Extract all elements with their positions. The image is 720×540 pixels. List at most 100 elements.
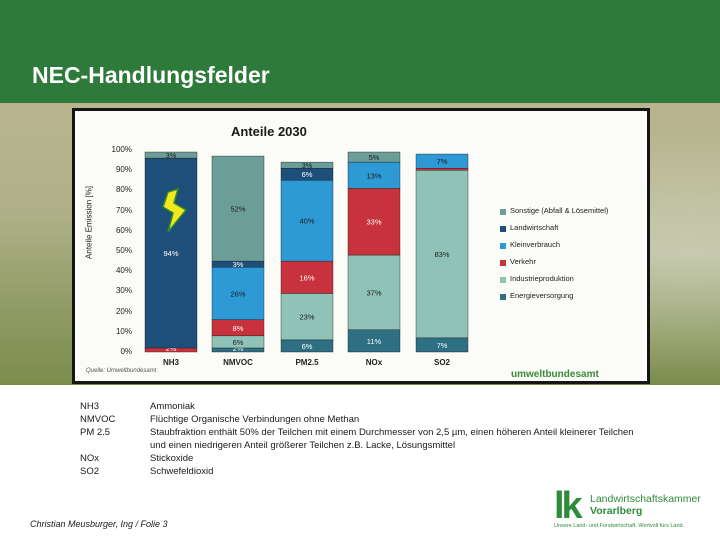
legend-label: Industrieproduktion bbox=[510, 274, 574, 283]
data-label: 5% bbox=[369, 153, 380, 162]
bar-segment bbox=[211, 266, 265, 320]
logo-name: Landwirtschaftskammer Vorarlberg bbox=[590, 493, 720, 517]
data-label: 3% bbox=[166, 151, 177, 160]
x-category-label: NMVOC bbox=[223, 358, 253, 367]
legend-item: Energieversorgung bbox=[500, 290, 640, 307]
bar-segment bbox=[415, 167, 469, 171]
bar-segment bbox=[347, 161, 401, 189]
logo-name-line2: Vorarlberg bbox=[590, 505, 643, 517]
data-label: 8% bbox=[233, 324, 244, 333]
data-label: 6% bbox=[302, 170, 313, 179]
data-label: 26% bbox=[230, 289, 245, 298]
data-label: 23% bbox=[299, 313, 314, 322]
y-tick-label: 100% bbox=[111, 145, 132, 154]
y-tick-label: 90% bbox=[115, 165, 132, 175]
y-tick-label: 0% bbox=[120, 347, 132, 356]
definition-text: Stickoxide bbox=[150, 453, 194, 464]
logo-mark: lk bbox=[554, 485, 583, 527]
data-label: 33% bbox=[366, 218, 381, 227]
data-label: 3% bbox=[302, 161, 313, 170]
legend-label: Kleinverbrauch bbox=[510, 240, 561, 249]
definition-abbreviation: SO2 bbox=[80, 466, 100, 477]
data-label: 37% bbox=[366, 288, 381, 297]
bar-segment bbox=[280, 293, 334, 341]
lightning-icon bbox=[162, 187, 188, 233]
bar-segment bbox=[347, 254, 401, 330]
legend-label: Energieversorgung bbox=[510, 291, 574, 300]
logo-name-line1: Landwirtschaftskammer bbox=[590, 493, 701, 505]
legend-item: Verkehr bbox=[500, 256, 640, 273]
bar-segment bbox=[280, 260, 334, 294]
logo-slogan: Unsere Land- und Forstwirtschaft. Wertvo… bbox=[554, 523, 685, 529]
data-label: 2% bbox=[233, 344, 244, 353]
data-label: 7% bbox=[437, 341, 448, 350]
data-label: 3% bbox=[233, 260, 244, 269]
data-label: 83% bbox=[434, 250, 449, 259]
lk-logo: lk Landwirtschaftskammer Vorarlberg Unse… bbox=[554, 485, 720, 535]
definition-abbreviation: NOx bbox=[80, 453, 99, 464]
y-tick-label: 40% bbox=[115, 266, 132, 276]
definition-row: PM 2.5 Staubfraktion enthält 50% der Teil… bbox=[80, 426, 640, 452]
legend-item: Sonstige (Abfall & Lösemittel) bbox=[500, 205, 640, 222]
slide-title: NEC-Handlungsfelder bbox=[32, 62, 270, 88]
x-category-label: SO2 bbox=[433, 358, 450, 367]
data-label: 13% bbox=[366, 171, 381, 180]
bar-segment bbox=[280, 161, 334, 169]
abbreviation-list: NH3 Ammoniak NMVOC Flüchtige Organische Ver… bbox=[80, 400, 640, 478]
legend-swatch bbox=[500, 226, 506, 232]
definition-text: Flüchtige Organische Verbindungen ohne M… bbox=[150, 414, 360, 425]
data-label: 7% bbox=[437, 157, 448, 166]
bar-segment bbox=[347, 151, 401, 163]
legend-swatch bbox=[500, 294, 506, 300]
chart-legend: Sonstige (Abfall & Lösemittel) Landwirtsc… bbox=[500, 205, 640, 307]
legend-swatch bbox=[500, 243, 506, 249]
y-tick-label: 30% bbox=[115, 286, 132, 296]
legend-swatch bbox=[500, 277, 506, 283]
data-label: 52% bbox=[230, 205, 245, 214]
chart-title: Anteile 2030 bbox=[231, 124, 307, 139]
data-label: 16% bbox=[299, 273, 314, 282]
y-tick-label: 20% bbox=[115, 306, 132, 316]
data-label: 6% bbox=[302, 342, 313, 351]
bar-segment bbox=[211, 155, 265, 262]
data-label: 2% bbox=[166, 344, 177, 353]
bar-segment bbox=[280, 180, 334, 262]
bar-segment bbox=[144, 151, 198, 159]
data-label: 11% bbox=[367, 337, 382, 346]
author-footer: Christian Meusburger, Ing / Folie 3 bbox=[30, 519, 168, 529]
data-label: 94% bbox=[163, 249, 178, 258]
legend-swatch bbox=[500, 260, 506, 266]
definition-text: Staubfraktion enthält 50% der Teilchen m… bbox=[150, 427, 634, 451]
y-tick-label: 70% bbox=[115, 205, 132, 215]
y-tick-label: 10% bbox=[115, 326, 132, 336]
definition-abbreviation: NH3 bbox=[80, 401, 100, 412]
definition-row: NMVOC Flüchtige Organische Verbindungen o… bbox=[80, 413, 640, 426]
legend-label: Landwirtschaft bbox=[510, 223, 559, 232]
publisher-logo: umweltbundesamt bbox=[511, 369, 599, 380]
y-tick-label: 80% bbox=[115, 185, 132, 195]
definition-row: NOx Stickoxide bbox=[80, 452, 640, 465]
legend-label: Sonstige (Abfall & Lösemittel) bbox=[510, 206, 609, 215]
definition-text: Ammoniak bbox=[150, 401, 195, 412]
x-category-label: NOx bbox=[365, 358, 383, 367]
definition-abbreviation: NMVOC bbox=[80, 414, 116, 425]
definition-row: SO2 Schwefeldioxid bbox=[80, 465, 640, 478]
definition-row: NH3 Ammoniak bbox=[80, 400, 640, 413]
bar-segment bbox=[415, 153, 469, 169]
footer-area bbox=[0, 385, 720, 540]
bar-segment bbox=[415, 169, 469, 339]
y-tick-label: 60% bbox=[115, 225, 132, 235]
legend-swatch bbox=[500, 209, 506, 215]
data-label: 6% bbox=[233, 338, 244, 347]
legend-label: Verkehr bbox=[510, 257, 536, 266]
bar-segment bbox=[347, 188, 401, 256]
x-category-label: PM2.5 bbox=[295, 358, 319, 367]
legend-item: Kleinverbrauch bbox=[500, 239, 640, 256]
legend-item: Industrieproduktion bbox=[500, 273, 640, 290]
y-tick-label: 50% bbox=[115, 246, 132, 255]
bar-segment bbox=[144, 157, 198, 349]
definition-text: Schwefeldioxid bbox=[150, 466, 214, 477]
data-label: 40% bbox=[299, 217, 314, 226]
x-category-label: NH3 bbox=[162, 358, 179, 367]
